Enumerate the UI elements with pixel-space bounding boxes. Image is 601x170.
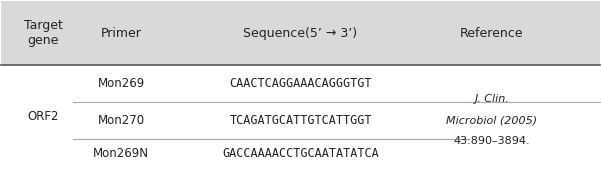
- Text: J. Clin.: J. Clin.: [475, 94, 509, 104]
- FancyBboxPatch shape: [1, 1, 600, 65]
- Text: Mon269N: Mon269N: [93, 147, 149, 160]
- Text: ORF2: ORF2: [28, 110, 59, 123]
- Text: GACCAAAACCTGCAATATATCA: GACCAAAACCTGCAATATATCA: [222, 147, 379, 160]
- Text: Target
gene: Target gene: [24, 19, 63, 47]
- Text: Mon269: Mon269: [97, 77, 145, 90]
- Text: Sequence(5’ → 3’): Sequence(5’ → 3’): [243, 27, 358, 40]
- Text: TCAGATGCATTGTCATTGGT: TCAGATGCATTGTCATTGGT: [229, 114, 372, 127]
- Text: Primer: Primer: [100, 27, 141, 40]
- Text: Reference: Reference: [460, 27, 523, 40]
- Text: 43:890–3894.: 43:890–3894.: [454, 136, 530, 146]
- Text: Microbiol (2005): Microbiol (2005): [447, 115, 537, 125]
- Text: Mon270: Mon270: [97, 114, 145, 127]
- Text: CAACTCAGGAAACAGGGTGT: CAACTCAGGAAACAGGGTGT: [229, 77, 372, 90]
